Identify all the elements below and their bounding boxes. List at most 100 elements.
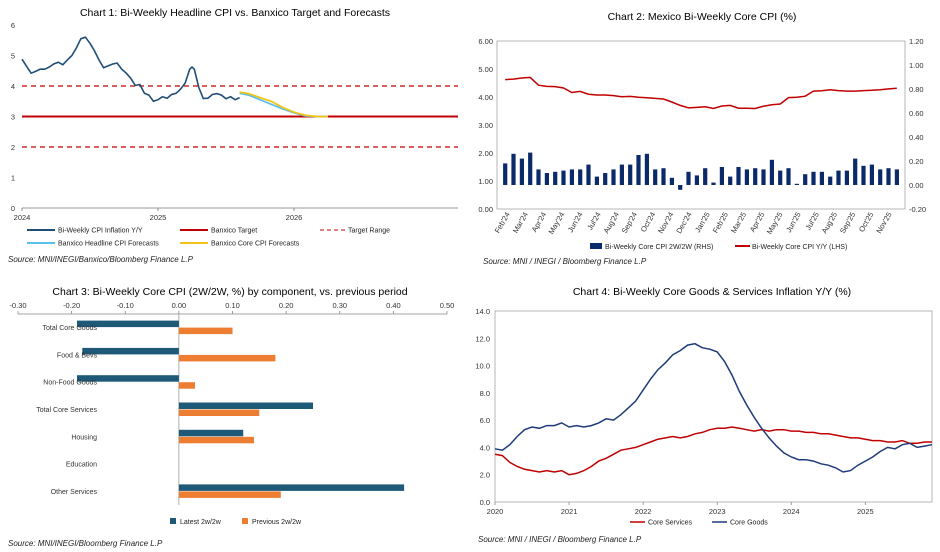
- previous-2w-bar: [178, 409, 260, 416]
- previous-2w-bar: [178, 382, 195, 389]
- chart-2-xtick: Feb'25: [711, 211, 730, 235]
- chart-3-category: Other Services: [51, 489, 98, 496]
- core-2w-bar: [661, 168, 666, 185]
- core-2w-bar: [786, 168, 791, 185]
- chart-3-category: Non-Food Goods: [43, 380, 97, 387]
- core-2w-bar: [628, 164, 633, 185]
- core-2w-bar: [561, 170, 566, 185]
- chart-3-xtick: 0.40: [386, 301, 401, 310]
- core-2w-bar: [828, 176, 833, 185]
- chart-2-right-tick: 0.40: [909, 133, 924, 142]
- chart-2-xtick: Feb'24: [493, 211, 512, 235]
- chart-3-title: Chart 3: Bi-Weekly Core CPI (2W/2W, %) b…: [52, 286, 407, 298]
- chart-2-xtick: Dec'24: [674, 211, 693, 236]
- chart-2-right-tick: 1.00: [909, 61, 924, 70]
- core-2w-bar: [894, 169, 899, 185]
- core-2w-bar: [594, 176, 599, 185]
- chart-3-xtick: 0.00: [172, 301, 187, 310]
- chart-1-ytick: 5: [11, 52, 15, 61]
- chart-2-right-tick: 0.20: [909, 157, 924, 166]
- chart-2-left-tick: 3.00: [478, 121, 493, 130]
- chart-2-xtick: May'24: [547, 211, 567, 236]
- chart-2-left-tick: 5.00: [478, 65, 493, 74]
- core-services-line: [494, 426, 932, 476]
- chart-3-category: Total Core Services: [36, 407, 97, 414]
- core-2w-bar: [644, 153, 649, 185]
- core-2w-bar: [728, 176, 733, 185]
- chart-2-legend: Bi-Weekly Core CPI 2W/2W (RHS) Bi-Weekly…: [590, 243, 847, 251]
- chart-3-xtick: 0.20: [279, 301, 294, 310]
- legend-label-core-yy: Bi-Weekly Core CPI Y/Y (LHS): [752, 244, 847, 251]
- chart-2-xtick: Sep'25: [838, 211, 857, 236]
- chart-1-xtick: 2025: [150, 213, 167, 222]
- legend-label-target: Banxico Target: [211, 228, 257, 235]
- chart-3-xtick: -0.20: [63, 301, 80, 310]
- core-2w-bar: [569, 169, 574, 185]
- chart-3-xtick: 0.50: [440, 301, 455, 310]
- chart-4-xtick: 2025: [857, 507, 874, 516]
- chart-4-plot-frame: [494, 310, 933, 503]
- chart-3-category: Food & Bevs: [57, 352, 98, 359]
- chart-3-xtick: -0.10: [117, 301, 134, 310]
- core-yy-line: [505, 76, 897, 110]
- core-goods-line: [494, 342, 933, 473]
- previous-2w-bar: [178, 327, 233, 335]
- chart-1-xtick: 2024: [14, 213, 31, 222]
- previous-2w-bar: [178, 491, 281, 498]
- chart-3-source: Source: MNI/INEGI/Bloomberg Finance L.P: [8, 539, 163, 548]
- core-2w-bar: [878, 169, 883, 185]
- core-2w-bar: [836, 170, 841, 185]
- core-2w-bar: [853, 158, 858, 185]
- core-2w-bar: [819, 171, 824, 185]
- chart-2-source: Source: MNI / INEGI / Bloomberg Finance …: [483, 257, 647, 266]
- previous-2w-bar: [178, 436, 254, 444]
- chart-2-right-tick: 1.20: [909, 37, 924, 46]
- chart-2-right-tick: -0.20: [909, 205, 926, 214]
- core-2w-bar: [711, 182, 716, 185]
- chart-4-ytick: 0.0: [480, 498, 490, 507]
- latest-2w-bar: [178, 429, 244, 437]
- chart-1-xtick: 2026: [286, 213, 303, 222]
- core-2w-bar: [753, 168, 758, 185]
- core-2w-bar: [769, 159, 774, 185]
- chart-1-ytick: 3: [11, 113, 15, 122]
- headline-forecast-line: [239, 92, 328, 118]
- chart-3-xtick: 0.10: [225, 301, 240, 310]
- chart-1-ytick: 0: [11, 204, 15, 213]
- core-2w-bar: [794, 183, 799, 185]
- core-2w-bar: [511, 153, 516, 185]
- core-2w-bar: [778, 170, 783, 185]
- chart-2-right-tick: 0.60: [909, 109, 924, 118]
- core-2w-bar: [619, 164, 624, 185]
- chart-2-xtick: Aug'24: [602, 211, 621, 236]
- chart-3: Chart 3: Bi-Weekly Core CPI (2W/2W, %) b…: [8, 286, 454, 548]
- core-2w-bar: [736, 167, 741, 185]
- core-2w-bar: [719, 167, 724, 185]
- core-2w-bar: [811, 171, 816, 185]
- core-2w-bar: [636, 155, 641, 185]
- chart-4-ytick: 14.0: [475, 307, 490, 316]
- chart-4-xtick: 2020: [487, 507, 504, 516]
- legend-label-previous: Previous 2w/2w: [252, 519, 302, 526]
- chart-2-xtick: Apr'24: [530, 211, 549, 234]
- chart-3-xtick: 0.30: [332, 301, 347, 310]
- chart-2-xtick: Nov'25: [874, 211, 893, 236]
- core-2w-bar: [886, 168, 891, 185]
- chart-2-right-tick: 0.00: [909, 181, 924, 190]
- chart-4-title: Chart 4: Bi-Weekly Core Goods & Services…: [573, 286, 851, 298]
- chart-2-left-tick: 4.00: [478, 93, 493, 102]
- core-2w-bar: [861, 165, 866, 185]
- core-2w-bar: [603, 173, 608, 185]
- core-2w-bar: [611, 169, 616, 185]
- chart-1-title: Chart 1: Bi-Weekly Headline CPI vs. Banx…: [80, 7, 390, 19]
- chart-2-xtick: Jun'24: [566, 211, 585, 234]
- latest-2w-bar: [178, 402, 313, 409]
- chart-2-xtick: Apr'25: [748, 211, 767, 234]
- chart-3-legend: Latest 2w/2w Previous 2w/2w: [170, 518, 302, 526]
- chart-2-xtick: Jul'24: [585, 211, 602, 232]
- core-2w-bar: [694, 175, 699, 185]
- chart-4-ytick: 8.0: [480, 389, 490, 398]
- chart-4-source: Source: MNI / INEGI / Bloomberg Finance …: [478, 535, 642, 544]
- chart-4: Chart 4: Bi-Weekly Core Goods & Services…: [475, 286, 933, 544]
- legend-label-range: Target Range: [348, 228, 390, 235]
